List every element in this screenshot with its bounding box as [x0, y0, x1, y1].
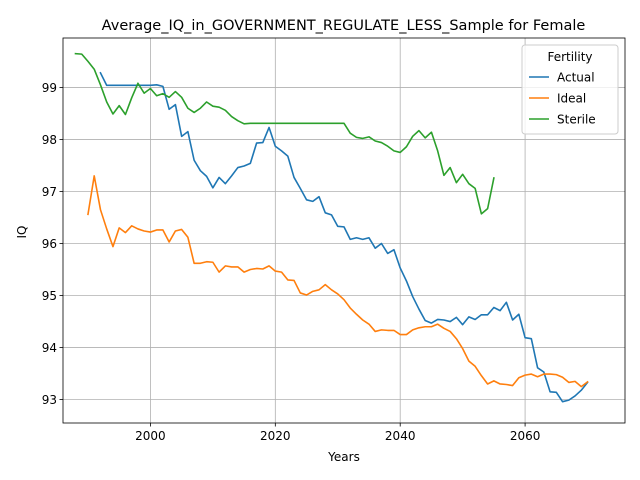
series-line-ideal — [87, 175, 589, 388]
legend-label-ideal: Ideal — [557, 92, 586, 106]
y-tick-label: 96 — [42, 237, 57, 251]
legend: Fertility Actual Ideal Sterile — [521, 44, 619, 135]
y-tick-label: 99 — [42, 81, 57, 95]
y-axis-title: IQ — [15, 226, 29, 239]
axis-ticks: 2000 2020 2040 2060 93 94 95 96 97 98 99 — [42, 81, 541, 443]
y-tick-label: 94 — [42, 341, 57, 355]
series-line-sterile — [74, 52, 495, 215]
y-tick-label: 97 — [42, 185, 57, 199]
x-tick-label: 2000 — [135, 429, 166, 443]
legend-label-actual: Actual — [557, 71, 595, 85]
x-tick-label: 2060 — [510, 429, 541, 443]
series-lines — [74, 52, 589, 403]
x-axis-title: Years — [327, 450, 360, 464]
legend-frame — [521, 44, 619, 135]
plot-area-frame — [62, 37, 626, 424]
chart-title: Average_IQ_in_GOVERNMENT_REGULATE_LESS_S… — [102, 18, 586, 34]
legend-label-sterile: Sterile — [557, 113, 596, 127]
x-tick-label: 2040 — [385, 429, 416, 443]
x-tick-label: 2020 — [260, 429, 291, 443]
series-line-actual — [99, 71, 589, 403]
y-tick-label: 95 — [42, 289, 57, 303]
legend-title: Fertility — [547, 50, 592, 64]
y-tick-label: 98 — [42, 133, 57, 147]
y-tick-label: 93 — [42, 393, 57, 407]
